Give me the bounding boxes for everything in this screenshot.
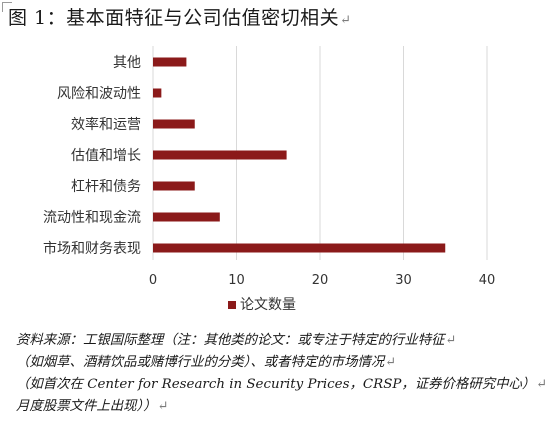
source-note: 资料来源：工银国际整理（注：其他类的论文：或专注于特定的行业特征↵ （如烟草、酒… [16, 330, 548, 418]
x-tick-labels: 0 10 20 30 40 [149, 273, 495, 288]
bar [153, 88, 162, 98]
x-tick-label: 30 [395, 273, 412, 288]
category-label: 效率和运营 [71, 116, 141, 133]
x-tick-label: 20 [312, 273, 329, 288]
bar [153, 243, 446, 253]
category-label: 风险和波动性 [57, 86, 141, 102]
figure-title-text: 图 1：基本面特征与公司估值密切相关 [8, 7, 340, 29]
corner-mark [2, 2, 12, 12]
source-line-1-text: 资料来源：工银国际整理（注：其他类的论文：或专注于特定的行业特征 [16, 333, 445, 348]
legend-label: 论文数量 [240, 297, 296, 313]
category-label: 估值和增长 [71, 148, 141, 164]
x-tick-label: 40 [479, 273, 496, 288]
paragraph-mark-icon: ↵ [157, 399, 169, 414]
source-line-3-text: （如首次在 Center for Research in Security Pr… [16, 377, 536, 392]
legend: 论文数量 [228, 297, 296, 313]
source-line-2: （如烟草、酒精饮品或赌博行业的分类）、或者特定的市场情况↵ [16, 352, 546, 374]
paragraph-mark-icon: ↵ [536, 377, 548, 392]
bar [153, 150, 287, 160]
source-line-4-text: 月度股票文件上出现）） [16, 399, 157, 414]
x-tick-label: 0 [149, 273, 157, 288]
category-label: 市场和财务表现 [43, 240, 141, 257]
bar [153, 212, 220, 222]
source-line-2-text: （如烟草、酒精饮品或赌博行业的分类）、或者特定的市场情况 [16, 355, 385, 370]
bar [153, 57, 187, 67]
source-line-3: （如首次在 Center for Research in Security Pr… [16, 374, 548, 396]
paragraph-mark-icon: ↵ [340, 13, 352, 28]
source-line-4: 月度股票文件上出现））↵ [16, 396, 546, 418]
paragraph-mark-icon: ↵ [445, 333, 457, 348]
legend-swatch [228, 301, 236, 309]
category-label: 流动性和现金流 [43, 210, 141, 226]
category-label: 其他 [113, 55, 141, 71]
x-tick-label: 10 [228, 273, 245, 288]
source-line-1: 资料来源：工银国际整理（注：其他类的论文：或专注于特定的行业特征↵ [16, 330, 546, 352]
figure-title: 图 1：基本面特征与公司估值密切相关↵ [8, 5, 352, 34]
bar [153, 119, 195, 129]
bar [153, 181, 195, 191]
category-label: 杠杆和债务 [71, 179, 141, 195]
paragraph-mark-icon: ↵ [385, 355, 397, 370]
bars [153, 57, 446, 253]
